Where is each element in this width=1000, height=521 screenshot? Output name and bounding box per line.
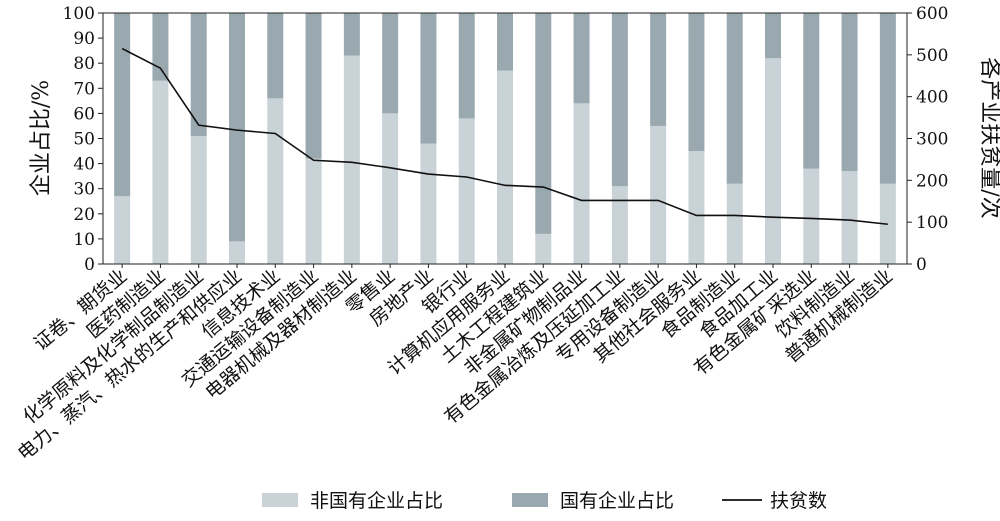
y-tick-label-right-5: 500 — [916, 46, 948, 66]
y-tick-label-left-9: 90 — [73, 29, 95, 49]
bar-nonstate-2 — [190, 135, 207, 264]
y-tick-label-right-3: 300 — [916, 130, 948, 150]
bar-state-2 — [190, 13, 207, 136]
bar-nonstate-6 — [343, 55, 360, 264]
bar-state-7 — [382, 13, 399, 114]
y-tick-label-right-4: 400 — [916, 88, 948, 108]
bar-state-13 — [611, 13, 628, 187]
bar-nonstate-4 — [267, 98, 284, 264]
bar-state-4 — [267, 13, 284, 99]
y-tick-label-left-1: 10 — [73, 230, 95, 250]
bar-state-3 — [229, 13, 245, 242]
y-axis-label-right: 各产业扶贫量/次 — [977, 57, 1000, 218]
bar-state-10 — [497, 13, 513, 71]
bar-nonstate-7 — [382, 113, 399, 265]
y-tick-label-left-5: 50 — [73, 130, 95, 150]
y-tick-label-left-2: 20 — [73, 205, 95, 225]
bar-state-17 — [765, 13, 781, 59]
y-tick-label-left-0: 0 — [84, 255, 95, 275]
bar-state-16 — [726, 13, 743, 184]
y-tick-label-left-6: 60 — [73, 104, 95, 124]
bar-state-14 — [650, 13, 667, 126]
bar-nonstate-13 — [611, 186, 628, 264]
line-poverty-aid — [121, 47, 888, 226]
bar-state-8 — [420, 13, 437, 144]
legend-label-1: 国有企业占比 — [560, 490, 674, 512]
bar-nonstate-17 — [765, 58, 781, 265]
y-tick-label-right-6: 600 — [916, 4, 948, 24]
bar-nonstate-10 — [497, 70, 513, 264]
legend-swatch-1 — [512, 493, 548, 507]
legend: 非国有企业占比 国有企业占比 扶贫数 — [262, 490, 827, 512]
bar-nonstate-9 — [458, 118, 475, 264]
y-tick-label-left-4: 40 — [73, 155, 95, 175]
y-tick-label-right-1: 100 — [916, 213, 948, 233]
bar-state-11 — [535, 13, 552, 234]
line-layer — [121, 47, 888, 226]
bar-state-5 — [305, 13, 322, 159]
bar-nonstate-14 — [650, 125, 667, 264]
legend-label-0: 非国有企业占比 — [310, 490, 443, 512]
bar-nonstate-3 — [229, 241, 245, 264]
bar-nonstate-15 — [688, 151, 705, 264]
bar-state-15 — [688, 13, 705, 152]
bar-nonstate-19 — [841, 171, 858, 264]
y-tick-label-left-3: 30 — [73, 180, 95, 200]
bar-nonstate-5 — [305, 158, 322, 264]
legend-swatch-0 — [262, 493, 298, 507]
bar-nonstate-18 — [803, 168, 820, 264]
bars-layer — [114, 13, 896, 265]
bar-nonstate-11 — [535, 233, 552, 264]
y-tick-label-left-7: 70 — [73, 79, 95, 99]
y-axis-label-left: 企业占比/% — [29, 80, 54, 196]
bar-nonstate-1 — [152, 80, 169, 265]
bar-state-1 — [152, 13, 169, 81]
bar-state-20 — [879, 13, 896, 184]
bar-state-12 — [573, 13, 590, 104]
bar-nonstate-0 — [114, 196, 131, 264]
bar-state-0 — [114, 13, 131, 197]
y-tick-label-left-10: 100 — [63, 4, 95, 24]
y-tick-label-left-8: 80 — [73, 54, 95, 74]
legend-label-2: 扶贫数 — [770, 490, 827, 512]
y-tick-label-right-0: 0 — [916, 255, 927, 275]
bar-nonstate-16 — [726, 183, 743, 264]
bar-state-6 — [343, 13, 360, 56]
bar-state-19 — [841, 13, 858, 172]
y-tick-label-right-2: 200 — [916, 171, 948, 191]
bar-state-9 — [458, 13, 475, 119]
bar-nonstate-12 — [573, 103, 590, 264]
x-tick-labels: 证卷、期货业医药制造业化学原料及化学制品制造业电力、蒸汽、热水的生产和供应业信息… — [14, 265, 897, 465]
bar-state-18 — [803, 13, 820, 169]
bar-nonstate-8 — [420, 143, 437, 264]
axes-layer: 0 10 20 30 40 50 60 70 80 90 100 0 100 200 300 400 500 60… — [63, 4, 949, 275]
